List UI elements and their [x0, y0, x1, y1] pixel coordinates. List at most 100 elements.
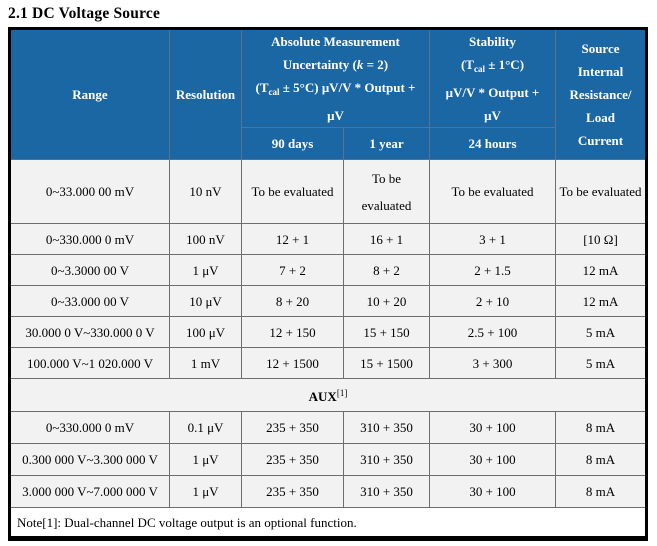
resolution-cell: 10 μV	[169, 285, 242, 317]
range-cell: 30.000 0 V~330.000 0 V	[9, 316, 170, 348]
table-row: 0.300 000 V~3.300 000 V 1 μV 235 + 350 3…	[9, 443, 647, 476]
text-fragment: (T	[460, 57, 474, 72]
uncertainty-1year-cell: 8 + 2	[343, 254, 430, 286]
source-resistance-cell: 12 mA	[555, 285, 647, 317]
header-line: Resistance/	[569, 87, 632, 102]
uncertainty-90days-cell: 12 + 1500	[241, 347, 344, 379]
aux-section-row: AUX[1]	[9, 378, 647, 412]
stability-cell: 2 + 1.5	[429, 254, 556, 286]
resolution-cell: 0.1 μV	[169, 411, 242, 444]
col-header-source-internal-resistance: Source Internal Resistance/ Load Current	[555, 28, 647, 160]
header-line: Load	[586, 110, 615, 125]
source-resistance-cell: To be evaluated	[555, 159, 647, 224]
table-row: 3.000 000 V~7.000 000 V 1 μV 235 + 350 3…	[9, 475, 647, 508]
source-resistance-cell: 12 mA	[555, 254, 647, 286]
stability-cell: 30 + 100	[429, 443, 556, 476]
uncertainty-1year-cell: 15 + 150	[343, 316, 430, 348]
footnote-text: Note[1]: Dual-channel DC voltage output …	[9, 507, 647, 539]
table-row: 0~3.3000 00 V 1 μV 7 + 2 8 + 2 2 + 1.5 1…	[9, 254, 647, 286]
header-line: Current	[577, 133, 624, 148]
header-line: (Tcal ± 5°C) μV/V * Output +	[244, 76, 427, 104]
text-fragment: = 2)	[363, 57, 389, 72]
col-header-resolution: Resolution	[169, 28, 242, 160]
col-header-24-hours: 24 hours	[429, 127, 556, 160]
uncertainty-90days-cell: 8 + 20	[241, 285, 344, 317]
table-row: 0~330.000 0 mV 100 nV 12 + 1 16 + 1 3 + …	[9, 223, 647, 255]
uncertainty-90days-cell: 12 + 1	[241, 223, 344, 255]
table-row: 0~33.000 00 mV 10 nV To be evaluated To …	[9, 159, 647, 224]
col-header-range: Range	[9, 28, 170, 160]
range-cell: 0~33.000 00 V	[9, 285, 170, 317]
resolution-cell: 100 μV	[169, 316, 242, 348]
uncertainty-1year-cell: 310 + 350	[343, 443, 430, 476]
header-row-main: Range Resolution Absolute Measurement Un…	[9, 28, 647, 160]
col-header-stability: Stability (Tcal ± 1°C) μV/V * Output + μ…	[429, 28, 556, 128]
range-cell: 3.000 000 V~7.000 000 V	[9, 475, 170, 508]
uncertainty-90days-cell: To be evaluated	[241, 159, 344, 224]
range-cell: 100.000 V~1 020.000 V	[9, 347, 170, 379]
stability-cell: 30 + 100	[429, 475, 556, 508]
uncertainty-90days-cell: 235 + 350	[241, 443, 344, 476]
text-fragment: Uncertainty (	[282, 57, 357, 72]
uncertainty-1year-cell: 310 + 350	[343, 475, 430, 508]
table-row: 30.000 0 V~330.000 0 V 100 μV 12 + 150 1…	[9, 316, 647, 348]
table-row: 0~330.000 0 mV 0.1 μV 235 + 350 310 + 35…	[9, 411, 647, 444]
uncertainty-1year-cell: 10 + 20	[343, 285, 430, 317]
range-cell: 0~330.000 0 mV	[9, 411, 170, 444]
range-cell: 0~3.3000 00 V	[9, 254, 170, 286]
header-line: Internal	[577, 64, 624, 79]
uncertainty-90days-cell: 12 + 150	[241, 316, 344, 348]
aux-label-text: AUX	[308, 389, 337, 404]
uncertainty-1year-cell: 16 + 1	[343, 223, 430, 255]
range-cell: 0~330.000 0 mV	[9, 223, 170, 255]
resolution-cell: 10 nV	[169, 159, 242, 224]
col-header-90-days: 90 days	[241, 127, 344, 160]
source-resistance-cell: 5 mA	[555, 316, 647, 348]
header-line: Absolute Measurement	[271, 34, 400, 49]
uncertainty-1year-cell: To be evaluated	[343, 159, 430, 224]
tcal-subscript: cal	[268, 87, 280, 97]
source-resistance-cell: 8 mA	[555, 475, 647, 508]
uncertainty-1year-cell: 15 + 1500	[343, 347, 430, 379]
resolution-cell: 1 mV	[169, 347, 242, 379]
table-row: 0~33.000 00 V 10 μV 8 + 20 10 + 20 2 + 1…	[9, 285, 647, 317]
stability-cell: 2 + 10	[429, 285, 556, 317]
stability-cell: 2.5 + 100	[429, 316, 556, 348]
uncertainty-90days-cell: 7 + 2	[241, 254, 344, 286]
header-line: μV	[484, 108, 501, 123]
footnote-row: Note[1]: Dual-channel DC voltage output …	[9, 507, 647, 539]
source-resistance-cell: 5 mA	[555, 347, 647, 379]
header-line: Uncertainty (k = 2)	[244, 53, 427, 76]
resolution-cell: 1 μV	[169, 254, 242, 286]
uncertainty-1year-cell: 310 + 350	[343, 411, 430, 444]
table-row: 100.000 V~1 020.000 V 1 mV 12 + 1500 15 …	[9, 347, 647, 379]
stability-cell: 3 + 1	[429, 223, 556, 255]
resolution-cell: 1 μV	[169, 475, 242, 508]
col-header-absolute-uncertainty: Absolute Measurement Uncertainty (k = 2)…	[241, 28, 430, 128]
k-factor-italic: k	[356, 57, 364, 72]
header-line: Stability	[469, 34, 516, 49]
text-fragment: ± 5°C) μV/V * Output +	[279, 80, 416, 95]
header-line: Source	[581, 41, 620, 56]
stability-cell: 30 + 100	[429, 411, 556, 444]
dc-voltage-source-table: Range Resolution Absolute Measurement Un…	[8, 27, 648, 541]
range-cell: 0~33.000 00 mV	[9, 159, 170, 224]
source-resistance-cell: [10 Ω]	[555, 223, 647, 255]
header-line: μV/V * Output +	[445, 85, 540, 100]
stability-cell: 3 + 300	[429, 347, 556, 379]
header-line: μV	[327, 108, 344, 123]
source-resistance-cell: 8 mA	[555, 443, 647, 476]
aux-section-label: AUX[1]	[9, 378, 647, 412]
stability-cell: To be evaluated	[429, 159, 556, 224]
header-line: (Tcal ± 1°C)	[432, 53, 553, 81]
uncertainty-90days-cell: 235 + 350	[241, 411, 344, 444]
resolution-cell: 100 nV	[169, 223, 242, 255]
text-fragment: ± 1°C)	[484, 57, 525, 72]
uncertainty-90days-cell: 235 + 350	[241, 475, 344, 508]
page-title: 2.1 DC Voltage Source	[8, 5, 161, 22]
aux-footnote-marker: [1]	[336, 388, 348, 398]
range-cell: 0.300 000 V~3.300 000 V	[9, 443, 170, 476]
tcal-subscript: cal	[473, 64, 485, 74]
text-fragment: (T	[255, 80, 269, 95]
resolution-cell: 1 μV	[169, 443, 242, 476]
